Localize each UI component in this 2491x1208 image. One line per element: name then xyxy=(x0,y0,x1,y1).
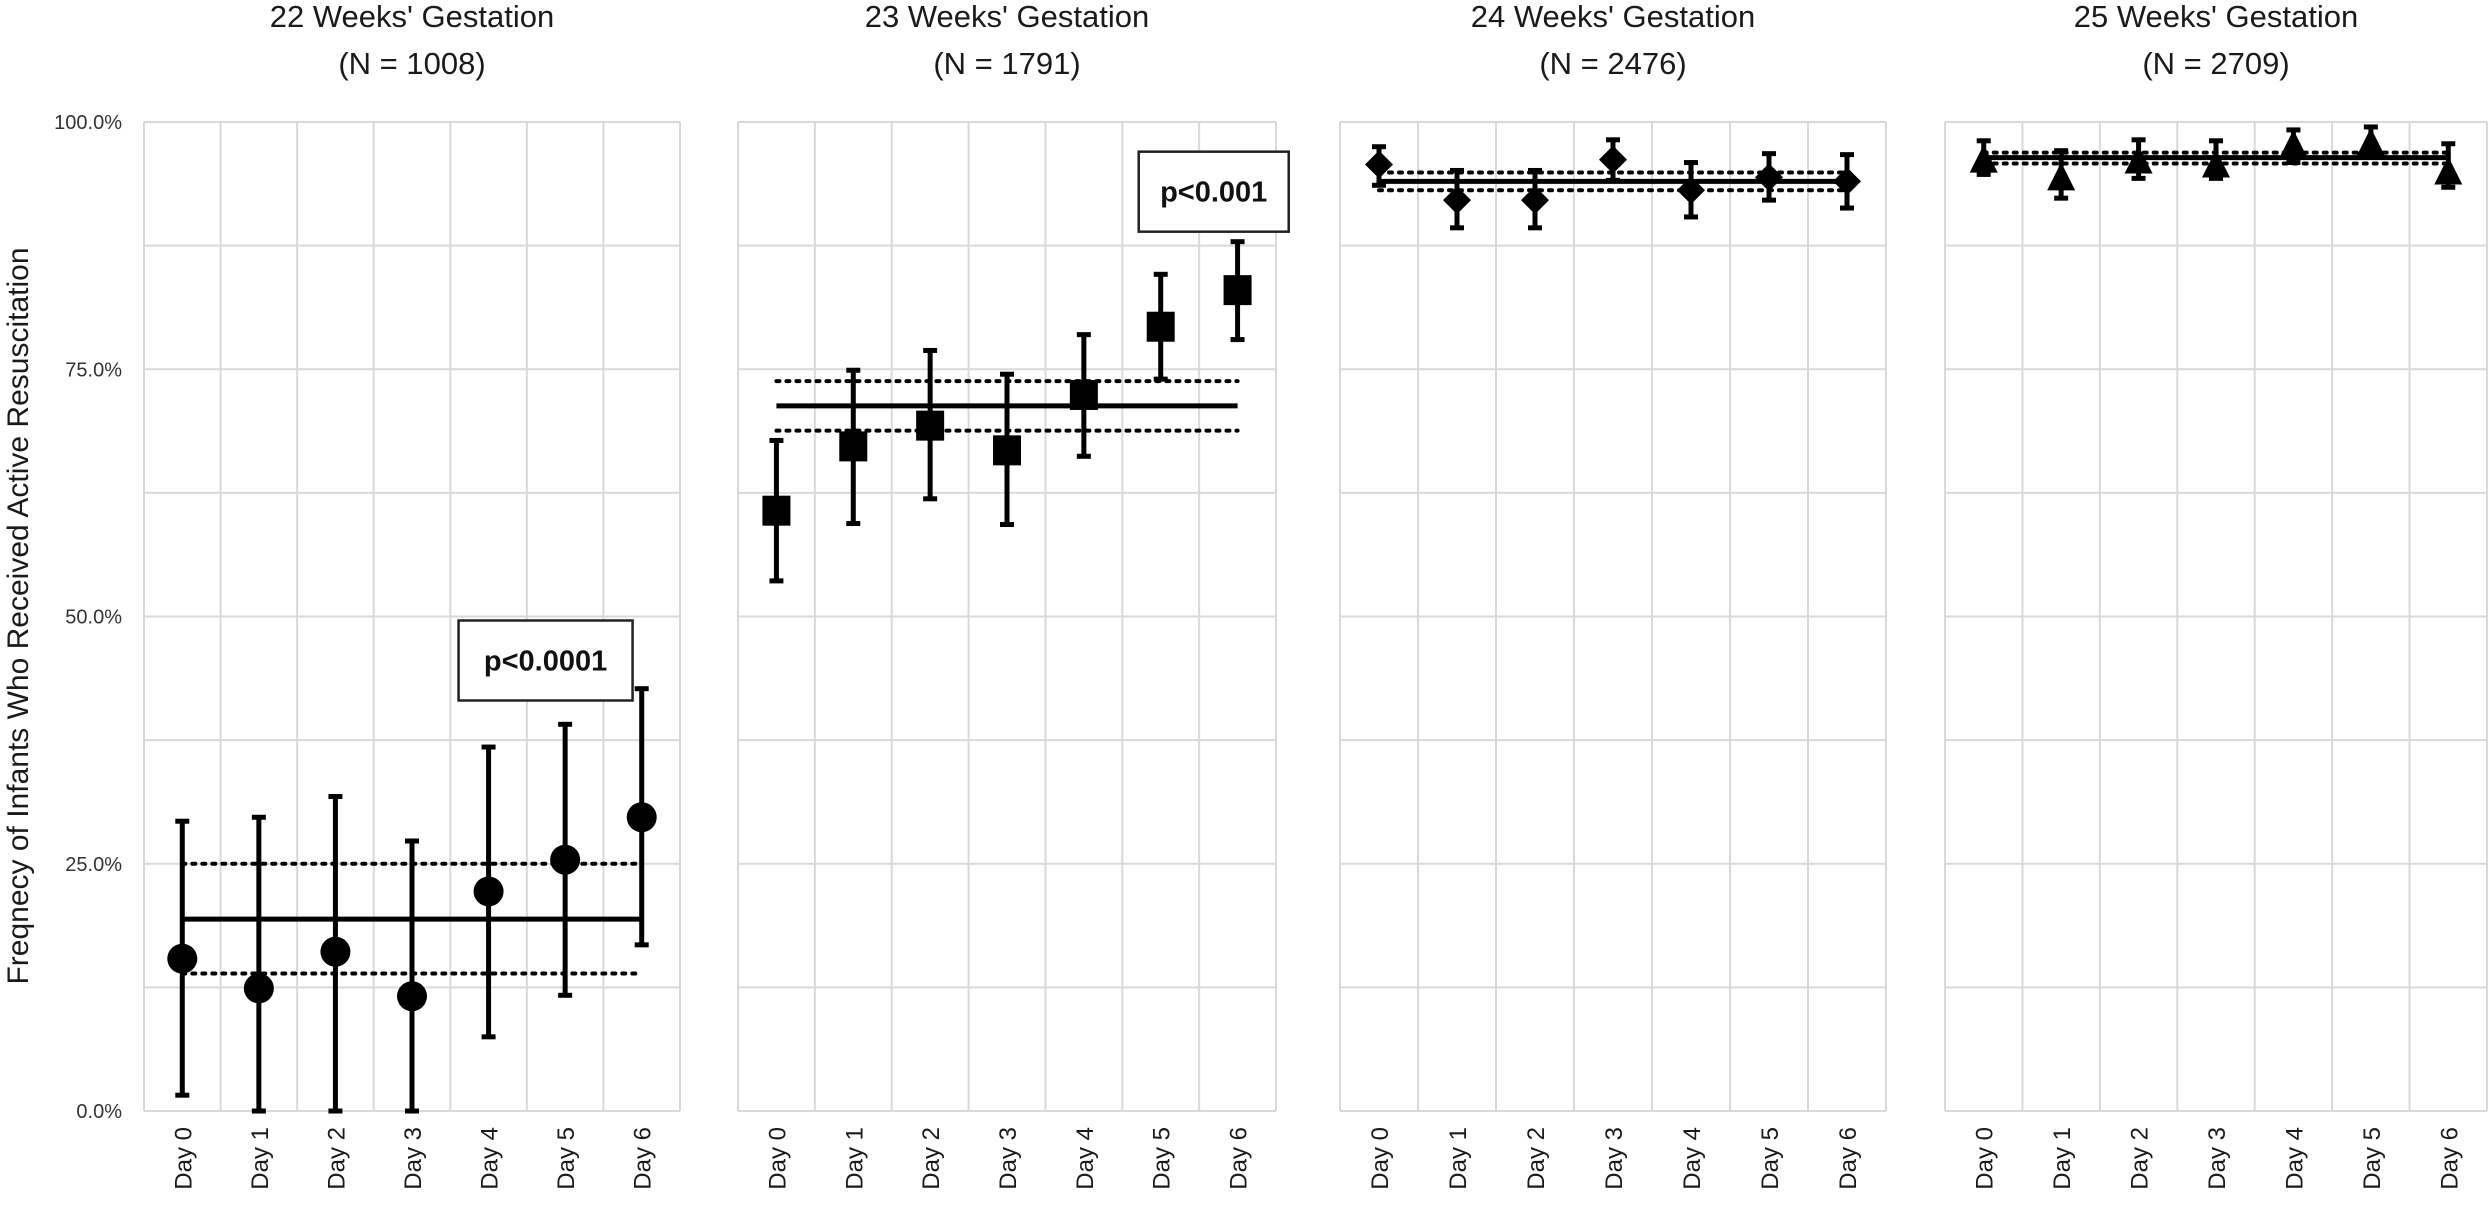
data-point xyxy=(762,495,791,526)
x-tick-label: Day 0 xyxy=(1367,1127,1394,1190)
x-tick-label: Day 1 xyxy=(1445,1127,1472,1190)
x-tick-label: Day 3 xyxy=(995,1127,1022,1190)
x-tick-label: Day 1 xyxy=(2049,1127,2076,1190)
data-point xyxy=(1443,186,1471,215)
panel-title: 24 Weeks' Gestation xyxy=(1471,0,1756,34)
x-tick-label: Day 1 xyxy=(841,1127,868,1190)
data-point xyxy=(2434,156,2463,185)
x-tick-label: Day 0 xyxy=(170,1127,197,1190)
panel-title: 23 Weeks' Gestation xyxy=(865,0,1150,34)
x-tick-label: Day 5 xyxy=(553,1127,580,1190)
x-tick-label: Day 6 xyxy=(630,1127,657,1190)
x-tick-label: Day 5 xyxy=(1757,1127,1784,1190)
y-tick-label: 75.0% xyxy=(65,359,122,381)
data-point xyxy=(243,973,274,1004)
x-tick-label: Day 4 xyxy=(477,1127,504,1190)
p-value-label: p<0.001 xyxy=(1160,177,1267,209)
data-point xyxy=(993,435,1021,466)
panel-3: 24 Weeks' Gestation (N = 2476) Day 0 Day 1 D… xyxy=(1339,0,1887,1190)
data-point xyxy=(1223,275,1252,306)
panel-4: 25 Weeks' Gestation (N = 2709) Day 0 Day 1 D… xyxy=(1944,0,2488,1190)
data-point xyxy=(626,802,657,833)
x-tick-label: Day 6 xyxy=(2436,1127,2463,1190)
data-point xyxy=(167,943,198,974)
panel-subtitle: (N = 2476) xyxy=(1539,46,1686,81)
panel-1: 22 Weeks' Gestation (N = 1008) Day 0 Day 1 D… xyxy=(143,0,681,1190)
data-point xyxy=(2356,127,2385,156)
y-tick-label: 0.0% xyxy=(76,1101,122,1123)
data-point xyxy=(2279,129,2308,158)
panel-2: 23 Weeks' Gestation (N = 1791) Day 0 Day 1 D… xyxy=(737,0,1290,1190)
y-axis-label: Freqnecy of Infants Who Received Active … xyxy=(2,247,35,984)
p-value-box xyxy=(1137,150,1290,233)
x-tick-label: Day 1 xyxy=(247,1127,274,1190)
panel-subtitle: (N = 2709) xyxy=(2142,46,2289,81)
panel-title: 25 Weeks' Gestation xyxy=(2074,0,2359,34)
x-tick-label: Day 4 xyxy=(2281,1127,2308,1190)
x-tick-label: Day 3 xyxy=(400,1127,427,1190)
data-point xyxy=(1969,144,1998,173)
x-tick-label: Day 5 xyxy=(2359,1127,2386,1190)
x-tick-label: Day 2 xyxy=(2127,1127,2154,1190)
p-value-box xyxy=(457,619,634,702)
data-point xyxy=(1146,311,1175,342)
panel-subtitle: (N = 1791) xyxy=(933,46,1080,81)
y-tick-label: 50.0% xyxy=(65,607,122,629)
x-tick-label: Day 6 xyxy=(1835,1127,1862,1190)
data-point xyxy=(2124,145,2153,174)
data-point xyxy=(320,936,351,967)
x-tick-label: Day 3 xyxy=(1601,1127,1628,1190)
data-point xyxy=(2202,149,2230,178)
x-tick-label: Day 0 xyxy=(1972,1127,1999,1190)
x-tick-label: Day 4 xyxy=(1072,1127,1099,1190)
x-tick-label: Day 5 xyxy=(1149,1127,1176,1190)
data-point xyxy=(839,431,868,462)
data-point xyxy=(1069,379,1098,410)
data-point xyxy=(1599,145,1627,174)
x-tick-label: Day 6 xyxy=(1226,1127,1253,1190)
data-point xyxy=(2047,162,2076,191)
x-tick-label: Day 4 xyxy=(1679,1127,1706,1190)
panels: 22 Weeks' Gestation (N = 1008) Day 0 Day 1 D… xyxy=(143,0,2488,1190)
y-tick-label: 25.0% xyxy=(65,854,122,876)
data-point xyxy=(1365,150,1393,179)
x-tick-label: Day 2 xyxy=(323,1127,350,1190)
data-point xyxy=(550,844,581,875)
data-point xyxy=(1833,167,1861,196)
x-tick-label: Day 2 xyxy=(1523,1127,1550,1190)
x-tick-label: Day 0 xyxy=(764,1127,791,1190)
data-point xyxy=(1521,186,1549,215)
x-tick-label: Day 3 xyxy=(2204,1127,2231,1190)
panel-title: 22 Weeks' Gestation xyxy=(270,0,555,34)
data-point xyxy=(473,876,504,907)
x-tick-label: Day 2 xyxy=(918,1127,945,1190)
y-axis-ticks: 0.0% 25.0% 50.0% 75.0% 100.0% xyxy=(54,112,122,1123)
data-point xyxy=(916,410,945,441)
data-point xyxy=(397,981,427,1012)
p-value-label: p<0.0001 xyxy=(484,646,607,678)
panel-subtitle: (N = 1008) xyxy=(338,46,485,81)
data-point xyxy=(1677,176,1705,205)
data-point xyxy=(1755,163,1783,192)
y-tick-label: 100.0% xyxy=(54,112,122,134)
